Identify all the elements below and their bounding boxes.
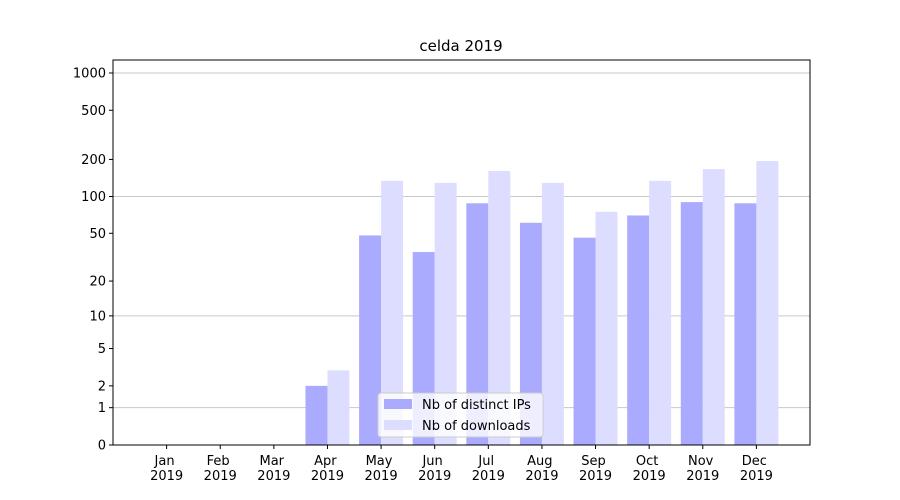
bar [734,203,757,445]
bar [541,182,564,446]
legend-swatch [384,399,412,409]
bar [627,215,650,445]
bar [595,211,618,445]
bar [434,182,457,446]
y-tick-label: 50 [89,227,106,242]
bar [702,169,725,445]
legend-box [377,392,544,438]
x-tick-label: Jan 2019 [150,454,183,484]
bar [573,237,596,445]
x-tick-label: Nov 2019 [686,454,719,484]
legend-swatch [384,420,412,430]
y-tick-label: 1 [98,401,106,416]
y-tick-label: 10 [89,309,106,324]
x-tick-label: Sep 2019 [579,454,612,484]
x-tick-label: May 2019 [365,454,398,484]
bar [381,180,404,445]
x-tick-label: Oct 2019 [633,454,666,484]
bar [649,180,672,445]
y-tick-label: 20 [89,275,106,290]
bar [327,370,350,445]
bar [680,202,703,445]
x-tick-label: Aug 2019 [525,454,558,484]
x-tick-label: Dec 2019 [740,454,773,484]
y-tick-label: 100 [81,190,106,205]
bar [488,171,511,445]
bar [305,385,328,445]
bar [359,235,382,445]
legend-label: Nb of distinct IPs [422,398,531,413]
bar [756,161,779,445]
x-tick-label: Mar 2019 [257,454,290,484]
x-tick-label: Jun 2019 [418,454,451,484]
bar [466,203,489,445]
plot-frame [112,59,811,446]
y-tick-label: 2 [98,379,106,394]
legend-label: Nb of downloads [422,419,531,434]
x-tick-label: Apr 2019 [311,454,344,484]
x-tick-label: Jul 2019 [472,454,505,484]
y-tick-label: 0 [98,439,106,454]
chart-title: celda 2019 [419,37,502,55]
y-tick-label: 1000 [73,66,106,81]
y-tick-label: 5 [98,342,106,357]
y-tick-label: 500 [81,104,106,119]
bar [519,222,542,445]
y-tick-label: 200 [81,153,106,168]
x-tick-label: Feb 2019 [204,454,237,484]
